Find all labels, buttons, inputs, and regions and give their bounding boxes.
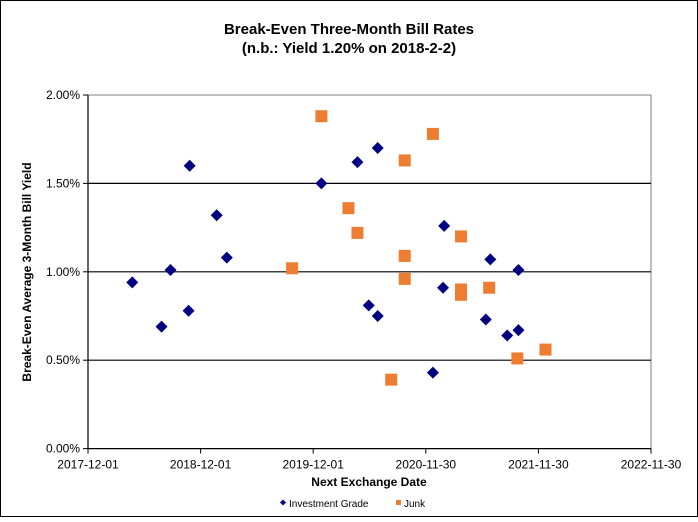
point-investment-grade [220, 251, 233, 264]
point-investment-grade [155, 320, 168, 333]
legend: Investment Grade Junk [280, 499, 426, 510]
x-tick-label: 2021-11-30 [508, 458, 569, 472]
y-tick-label: 2.00% [46, 88, 80, 102]
point-junk [385, 373, 398, 386]
chart-subtitle: (n.b.: Yield 1.20% on 2018-2-2) [242, 40, 456, 57]
y-tick-label: 1.00% [46, 265, 80, 279]
legend-label-investment-grade: Investment Grade [289, 499, 369, 510]
point-investment-grade [437, 281, 450, 294]
point-investment-grade [351, 156, 364, 169]
legend-marker-junk [396, 500, 401, 505]
x-axis-label: Next Exchange Date [311, 475, 427, 489]
point-investment-grade [501, 329, 514, 342]
point-junk [511, 352, 524, 365]
x-tick-label: 2017-12-01 [57, 458, 119, 472]
point-investment-grade [512, 324, 525, 337]
point-investment-grade [183, 159, 196, 172]
point-junk [342, 202, 355, 215]
point-investment-grade [164, 264, 177, 277]
point-investment-grade [484, 253, 497, 266]
y-axis-label: Break-Even Average 3-Month Bill Yield [20, 162, 34, 381]
point-junk [398, 154, 411, 167]
point-junk [398, 272, 411, 285]
point-junk [398, 249, 411, 262]
y-tick-label: 0.50% [46, 353, 80, 367]
point-junk [426, 127, 439, 140]
point-investment-grade [438, 219, 451, 232]
point-junk [286, 262, 299, 275]
point-investment-grade [362, 299, 375, 312]
point-junk [539, 343, 552, 356]
point-investment-grade [126, 276, 139, 289]
chart-title: Break-Even Three-Month Bill Rates [224, 21, 474, 38]
point-investment-grade [371, 310, 384, 322]
point-junk [455, 230, 468, 243]
point-investment-grade [182, 304, 195, 317]
point-investment-grade [210, 209, 223, 222]
legend-label-junk: Junk [404, 499, 426, 510]
point-investment-grade [371, 142, 384, 155]
point-investment-grade [426, 366, 439, 379]
x-tick-label: 2022-11-30 [621, 458, 682, 472]
point-junk [315, 110, 328, 123]
plot-area-border [88, 94, 652, 449]
point-investment-grade [315, 177, 328, 190]
y-tick-label: 0.00% [46, 442, 80, 456]
point-investment-grade [479, 313, 492, 326]
point-junk [483, 281, 496, 294]
point-junk [455, 288, 468, 301]
x-tick-label: 2018-12-01 [170, 458, 232, 472]
x-tick-label: 2019-12-01 [283, 458, 345, 472]
point-junk [351, 226, 364, 239]
y-tick-label: 1.50% [46, 176, 80, 190]
x-tick-label: 2020-11-30 [396, 458, 457, 472]
legend-marker-investment-grade [280, 499, 286, 506]
point-investment-grade [512, 264, 525, 277]
